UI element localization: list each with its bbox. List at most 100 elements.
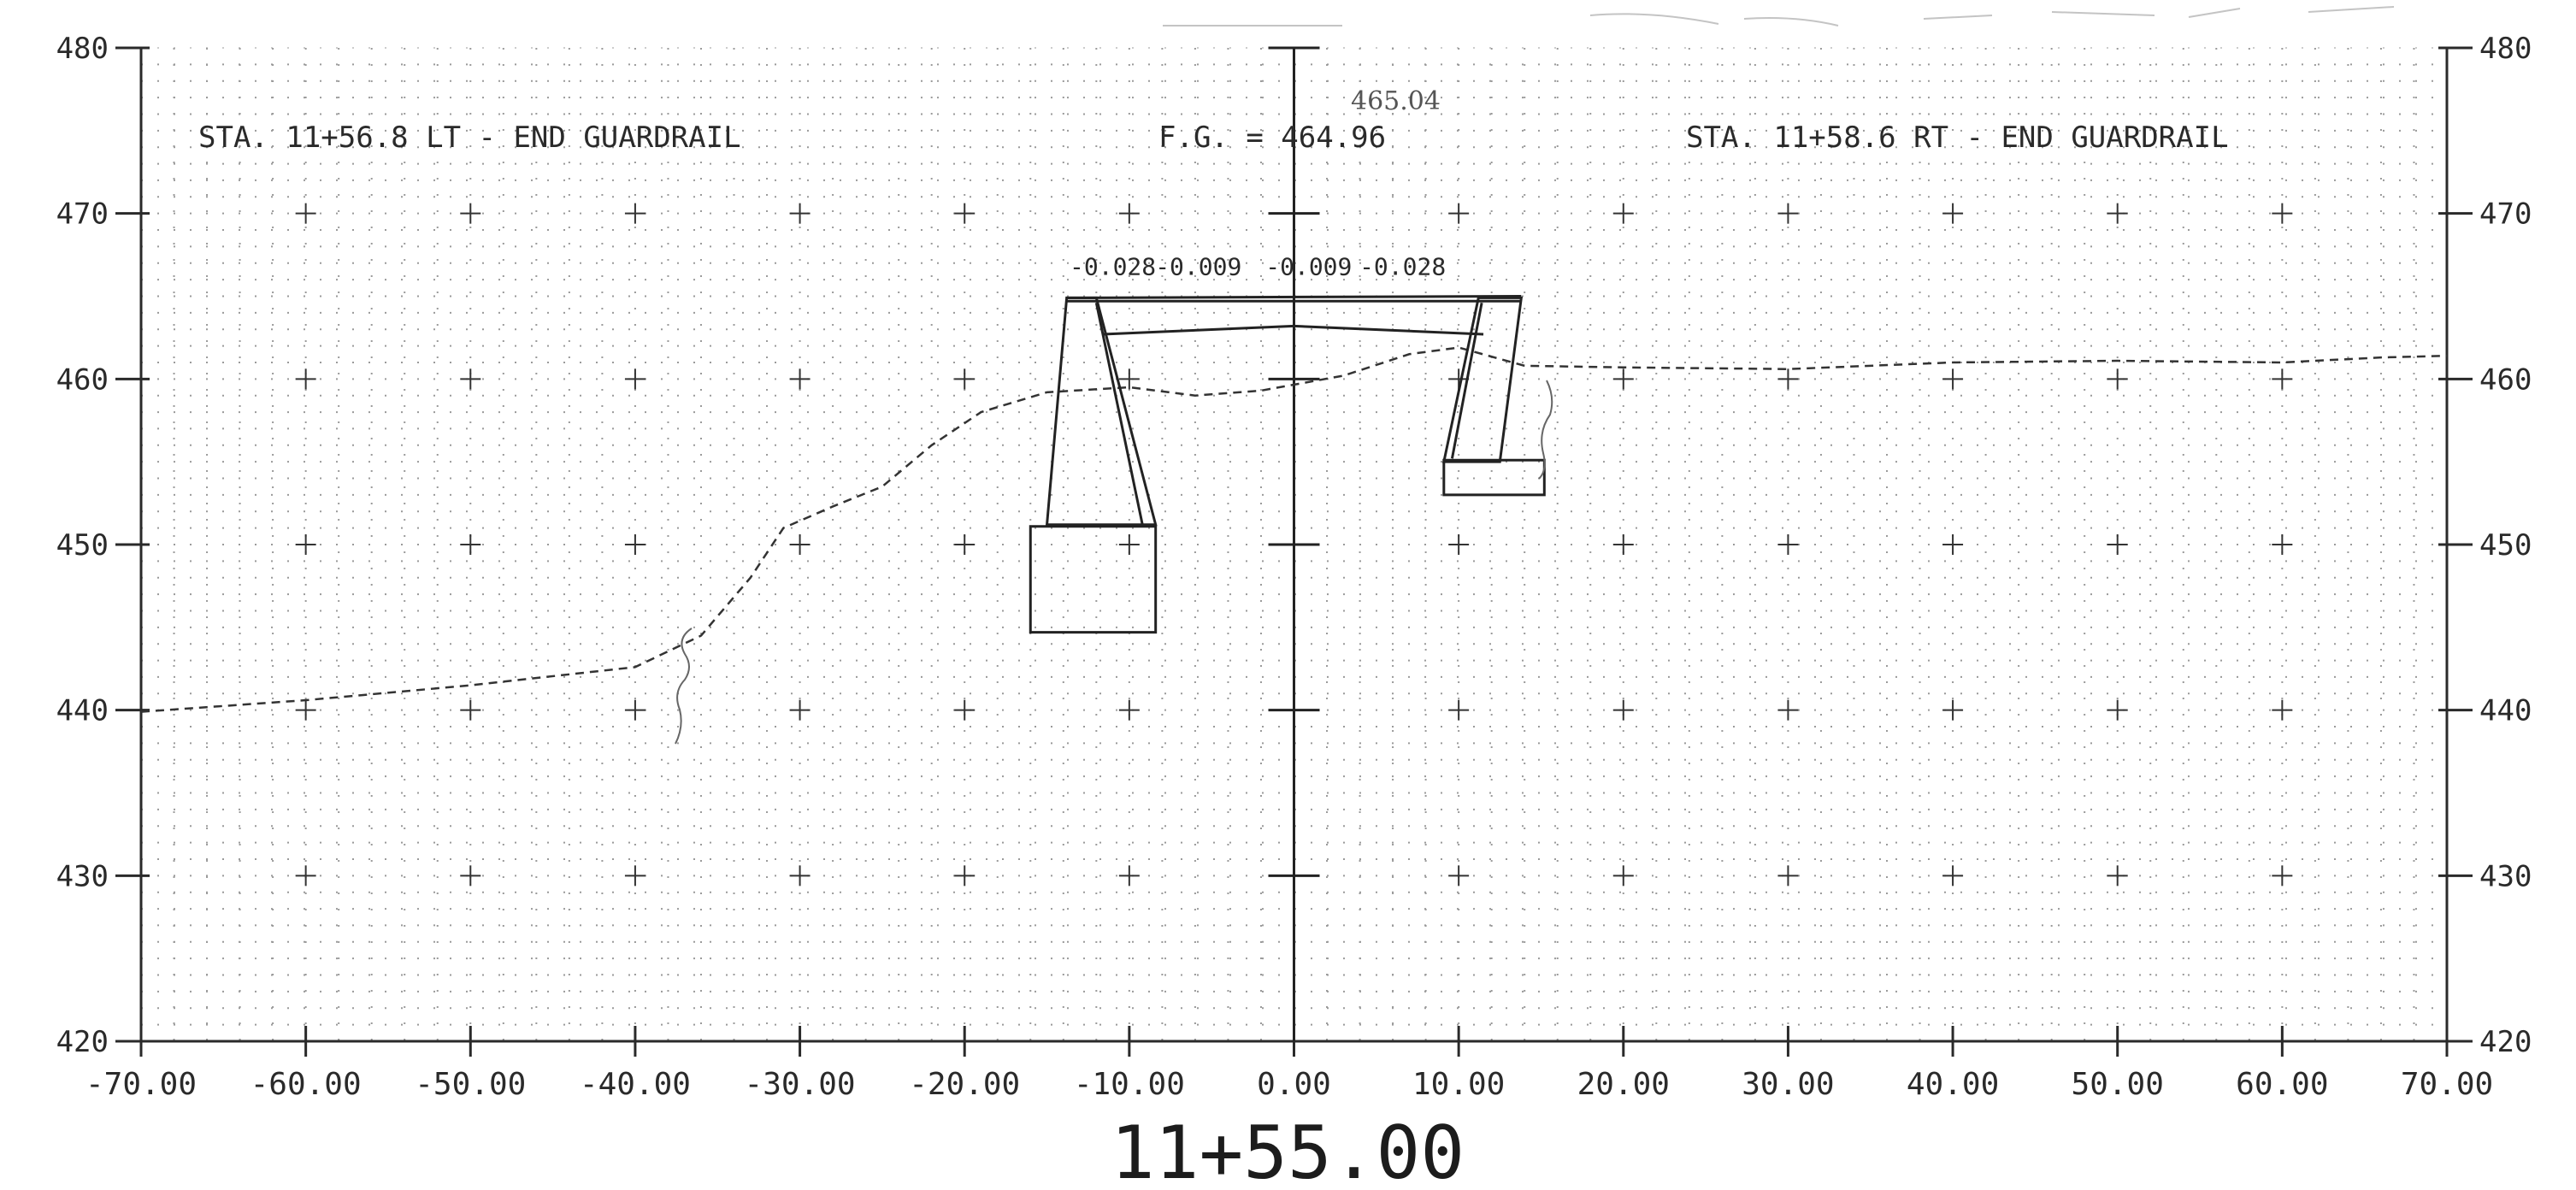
grid-cross (1942, 368, 1964, 390)
deck-soffit-left (1102, 324, 1294, 336)
grid-cross (1612, 865, 1634, 887)
grid-cross (1118, 203, 1140, 224)
grid-cross (295, 699, 316, 721)
grid-cross (460, 865, 481, 887)
slope-label: -0.028 (1359, 252, 1446, 280)
grid-cross (2107, 203, 2128, 224)
grid-cross (2272, 203, 2293, 224)
grid-cross (2107, 865, 2128, 887)
grid-cross (1777, 203, 1799, 224)
x-tick-label: 0.00 (1257, 1067, 1331, 1102)
grid-cross (789, 865, 811, 887)
grid-cross (789, 699, 811, 721)
grid-cross (624, 534, 645, 555)
grid-cross (1448, 699, 1470, 721)
grid-cross (295, 368, 316, 390)
grid-cross (624, 203, 645, 224)
grid-cross (1612, 368, 1634, 390)
grid-cross (460, 699, 481, 721)
x-tick-label: -40.00 (580, 1067, 691, 1102)
y-tick-label-left: 460 (56, 362, 109, 397)
left-annotation: STA. 11+56.8 LT - END GUARDRAIL (198, 121, 741, 155)
x-tick-label: -50.00 (415, 1067, 526, 1102)
grid-cross (624, 368, 645, 390)
grid-cross (1448, 865, 1470, 887)
grid-cross (624, 865, 645, 887)
deck-soffit-right (1294, 324, 1484, 336)
slope-label: -0.028 (1070, 252, 1156, 280)
grid-cross (1118, 865, 1140, 887)
centerline-ticks (1268, 46, 1320, 877)
grid-cross (2107, 368, 2128, 390)
x-tick-label: 10.00 (1412, 1067, 1505, 1102)
grid-cross (1942, 203, 1964, 224)
grid-cross (1612, 699, 1634, 721)
grid-cross (954, 534, 976, 555)
y-tick-label-right: 480 (2479, 32, 2532, 66)
grid-cross (295, 865, 316, 887)
grid-cross (1612, 203, 1634, 224)
slope-labels: -0.028 -0.009 -0.009 -0.028 (1070, 252, 1446, 280)
x-tick-label: 20.00 (1577, 1067, 1670, 1102)
grid-cross (1777, 534, 1799, 555)
grid-cross (789, 534, 811, 555)
grid-cross (954, 865, 976, 887)
x-axis-labels: -70.00 -60.00 -50.00 -40.00 -30.00 -20.00 -10.… (85, 1067, 2493, 1102)
y-tick-label-right: 430 (2479, 859, 2532, 893)
y-axis-labels-right: 420 430 440 450 460 470 480 (2479, 32, 2532, 1059)
slope-label: -0.009 (1265, 252, 1352, 280)
y-tick-label-left: 470 (56, 197, 109, 232)
grid-cross (295, 534, 316, 555)
grid-cross (1777, 865, 1799, 887)
existing-ground-line (140, 346, 2448, 713)
grid-cross (1942, 699, 1964, 721)
grid-cross (460, 203, 481, 224)
x-tick-label: -10.00 (1074, 1067, 1185, 1102)
grid-crosses (295, 203, 2293, 887)
y-tick-label-left: 450 (56, 528, 109, 563)
grid-cross (2272, 865, 2293, 887)
grid-cross (295, 203, 316, 224)
right-abutment-face (1450, 302, 1483, 459)
grid-cross (624, 699, 645, 721)
station-label: 11+55.00 (1111, 1110, 1465, 1190)
y-axis-labels-left: 420 430 440 450 460 470 480 (56, 32, 109, 1059)
x-tick-label: 70.00 (2401, 1067, 2493, 1102)
grid-cross (1777, 699, 1799, 721)
x-tick-label: 40.00 (1907, 1067, 1999, 1102)
grid-cross (1448, 203, 1470, 224)
y-tick-label-right: 460 (2479, 362, 2532, 397)
grid-cross (1118, 534, 1140, 555)
y-tick-label-left: 440 (56, 694, 109, 728)
top-edge-scan-marks (1163, 6, 2395, 27)
x-tick-label: -70.00 (85, 1067, 197, 1102)
y-tick-label-right: 420 (2479, 1025, 2532, 1059)
grid-cross (2272, 699, 2293, 721)
grid-cross (1942, 865, 1964, 887)
grid-cross (1777, 368, 1799, 390)
grid-cross (1118, 368, 1140, 390)
y-tick-label-left: 480 (56, 32, 109, 66)
y-tick-label-right: 440 (2479, 694, 2532, 728)
x-tick-label: 50.00 (2072, 1067, 2164, 1102)
grid-cross (789, 203, 811, 224)
slope-label: -0.009 (1155, 252, 1241, 280)
grid-cross (1942, 534, 1964, 555)
left-abutment-face (1094, 302, 1144, 526)
deck-top (1066, 295, 1522, 299)
x-tick-label: 60.00 (2236, 1067, 2328, 1102)
grid-cross (1612, 534, 1634, 555)
grid-cross (2107, 534, 2128, 555)
grid-cross (954, 699, 976, 721)
grid-cross (460, 368, 481, 390)
y-tick-label-right: 470 (2479, 197, 2532, 232)
y-tick-label-right: 450 (2479, 528, 2532, 563)
handwritten-scribble (675, 380, 1553, 745)
right-annotation: STA. 11+58.6 RT - END GUARDRAIL (1686, 121, 2229, 155)
finished-grade-label: F.G. = 464.96 (1158, 121, 1386, 155)
grid-cross (2272, 534, 2293, 555)
grid-cross (789, 368, 811, 390)
grid-cross (2272, 368, 2293, 390)
